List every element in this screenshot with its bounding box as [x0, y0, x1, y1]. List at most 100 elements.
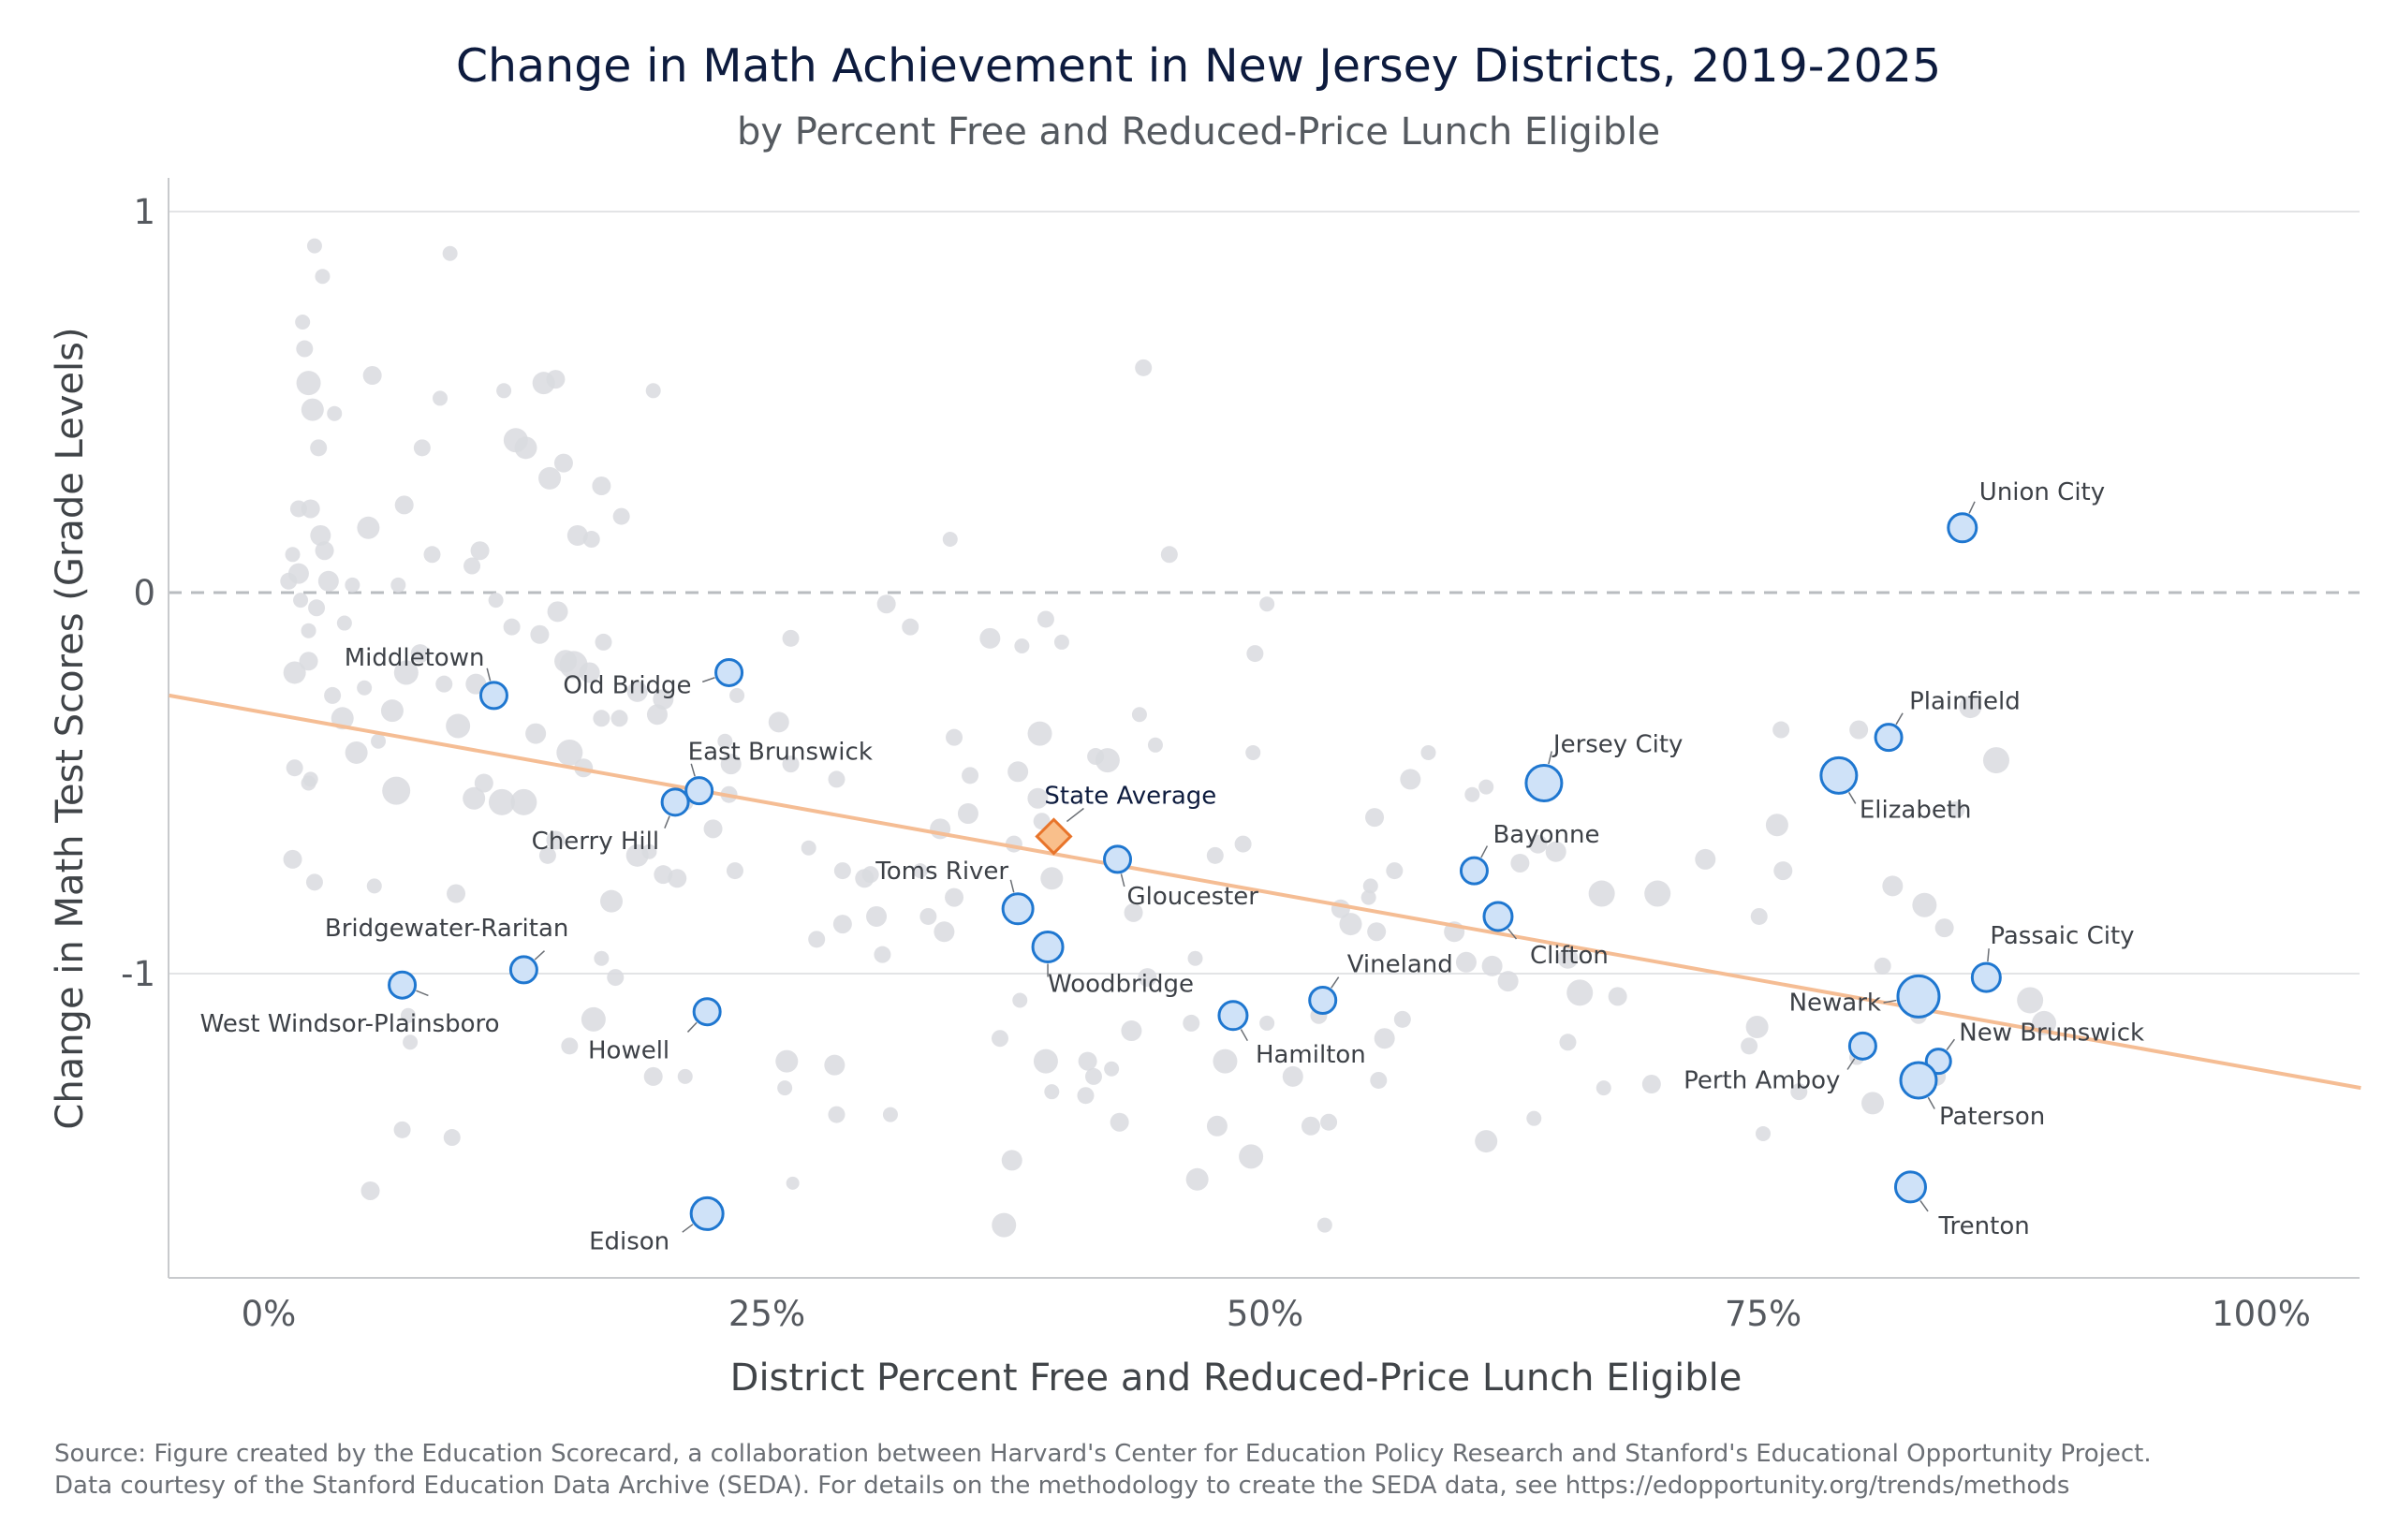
district-point [1528, 834, 1548, 854]
district-point [306, 238, 322, 254]
district-point [677, 1068, 693, 1084]
highlighted-district-point [508, 955, 538, 985]
district-label: Passaic City [1990, 922, 2134, 950]
district-point [470, 541, 490, 561]
district-point [1948, 800, 1965, 818]
district-point [1370, 1071, 1388, 1089]
state-average-label: State Average [1044, 782, 1216, 810]
district-point [496, 383, 512, 399]
district-label: Cherry Hill [532, 828, 659, 856]
district-point [1526, 1110, 1542, 1126]
district-label: Plainfield [1909, 688, 2021, 716]
district-point [1641, 1075, 1661, 1094]
district-point [942, 532, 958, 548]
label-leader [664, 815, 670, 829]
state-average-marker [1035, 817, 1073, 856]
district-point [301, 623, 316, 638]
district-point [390, 577, 406, 593]
district-label: Toms River [875, 858, 1008, 886]
district-label: Middletown [345, 644, 485, 672]
district-point [866, 905, 888, 927]
district-point [668, 869, 687, 888]
x-tick-label: 0% [242, 1294, 297, 1334]
district-point [308, 599, 326, 617]
trend-line [169, 693, 2361, 1091]
district-point [301, 398, 324, 421]
district-label: Hamilton [1256, 1041, 1366, 1069]
district-point [1545, 841, 1566, 862]
district-point [1147, 737, 1163, 753]
district-point [833, 862, 851, 880]
district-point [782, 629, 800, 647]
district-point [345, 741, 368, 764]
district-point [1772, 721, 1790, 739]
district-point [1455, 951, 1477, 973]
district-point [882, 1107, 898, 1122]
district-point [310, 524, 331, 546]
district-point [1007, 761, 1029, 783]
district-point [324, 686, 342, 704]
district-point [595, 633, 612, 651]
district-label: Perth Amboy [1684, 1066, 1840, 1094]
district-point [1608, 987, 1627, 1006]
district-point [315, 541, 334, 561]
label-leader [486, 667, 492, 682]
label-leader [1968, 501, 1976, 514]
district-point [435, 675, 453, 693]
label-leader [1883, 999, 1897, 1004]
district-point [1756, 1125, 1771, 1141]
district-point [336, 615, 352, 631]
label-leader [534, 950, 546, 961]
y-axis-title: Change in Math Test Scores (Grade Levels… [49, 327, 92, 1129]
district-point [285, 547, 301, 563]
district-point [808, 931, 826, 948]
district-point [1014, 638, 1030, 653]
source-note-line-2: Data courtesy of the Stanford Education … [54, 1472, 2070, 1500]
district-point [1077, 1087, 1095, 1105]
district-point [289, 500, 307, 518]
district-point [912, 863, 928, 879]
district-point [283, 661, 306, 684]
district-point [1110, 1112, 1129, 1132]
district-point [286, 759, 303, 777]
district-point [410, 644, 430, 664]
district-point [443, 1129, 461, 1147]
district-point [296, 371, 321, 396]
district-label: Bridgewater-Raritan [325, 915, 569, 943]
district-point [442, 245, 458, 261]
district-point [510, 788, 537, 815]
district-point [1745, 1015, 1769, 1038]
highlighted-district-point [1217, 1000, 1249, 1032]
district-point [1078, 1051, 1097, 1071]
district-point [1135, 359, 1153, 376]
highlighted-district-point [684, 776, 714, 806]
label-leader [1507, 928, 1518, 940]
district-point [1160, 546, 1178, 564]
district-point [1374, 1028, 1395, 1049]
district-point [902, 618, 919, 636]
district-point [653, 688, 674, 710]
x-tick-label: 50% [1227, 1294, 1303, 1334]
district-point [777, 1080, 793, 1096]
district-point [514, 436, 537, 460]
district-point [1206, 846, 1224, 864]
label-leader [686, 1021, 698, 1033]
district-label: New Brunswick [1959, 1019, 2144, 1048]
district-point [1234, 835, 1252, 853]
district-point [641, 843, 657, 859]
district-label: Woodbridge [1048, 971, 1194, 999]
district-point [554, 650, 578, 673]
district-point [1773, 861, 1793, 881]
district-point [283, 849, 302, 869]
district-point [488, 593, 504, 609]
highlighted-district-point [1459, 856, 1489, 886]
highlighted-districts [388, 512, 2002, 1231]
highlighted-district-point [689, 1195, 725, 1231]
district-point [594, 950, 610, 966]
highlighted-district-point [1031, 931, 1065, 964]
district-point [610, 710, 628, 727]
district-point [1596, 1080, 1611, 1096]
district-point [1320, 1113, 1338, 1131]
district-point [1849, 720, 1869, 740]
label-leader [1120, 873, 1125, 887]
